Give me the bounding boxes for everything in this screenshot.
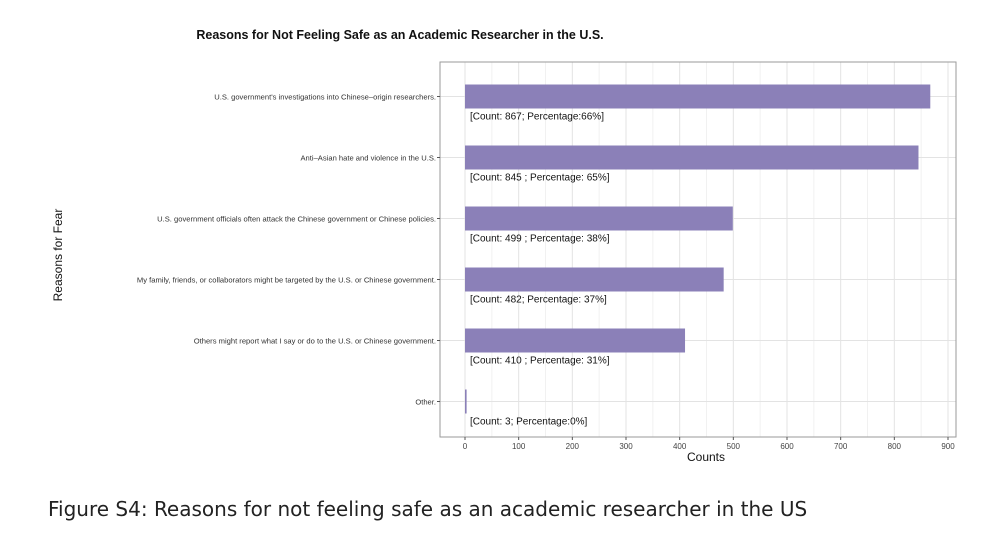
x-tick-label: 300 (619, 442, 633, 451)
y-tick-label: U.S. government's investigations into Ch… (214, 93, 436, 102)
bar (465, 84, 931, 109)
bar (465, 328, 686, 353)
x-tick-label: 100 (512, 442, 526, 451)
y-tick-label: Anti–Asian hate and violence in the U.S. (300, 154, 436, 163)
x-tick-label: 400 (673, 442, 687, 451)
bar-label: [Count: 845 ; Percentage: 65%] (470, 173, 610, 184)
grid-lines (440, 62, 956, 437)
bar-label: [Count: 867; Percentage:66%] (470, 112, 604, 123)
y-axis-label: Reasons for Fear (51, 209, 65, 302)
figure-caption: Figure S4: Reasons for not feeling safe … (48, 497, 808, 521)
y-tick-label: Others might report what I say or do to … (194, 337, 436, 346)
x-tick-label: 500 (727, 442, 741, 451)
bar-label: [Count: 410 ; Percentage: 31%] (470, 356, 610, 367)
bar-label: [Count: 3; Percentage:0%] (470, 417, 588, 428)
x-tick-label: 700 (834, 442, 848, 451)
y-tick-label: Other. (415, 398, 436, 407)
plot-panel (439, 61, 957, 438)
y-axis-categories: U.S. government's investigations into Ch… (137, 93, 440, 407)
x-tick-label: 900 (941, 442, 955, 451)
bar (465, 206, 733, 231)
x-tick-label: 800 (888, 442, 902, 451)
y-tick-label: U.S. government officials often attack t… (157, 215, 436, 224)
chart-title: Reasons for Not Feeling Safe as an Acade… (196, 28, 603, 42)
y-tick-label: My family, friends, or collaborators mig… (137, 276, 436, 285)
x-axis-ticks: 0 100 200 300 400 500 600 700 800 900 (463, 437, 955, 451)
bar-annotations: [Count: 867; Percentage:66%] [Count: 845 … (470, 112, 610, 428)
x-tick-label: 0 (463, 442, 468, 451)
x-axis-label: Counts (687, 450, 725, 464)
bar (465, 267, 724, 292)
bar-label: [Count: 482; Percentage: 37%] (470, 295, 607, 306)
x-tick-label: 600 (780, 442, 794, 451)
bar (465, 145, 919, 170)
bars (465, 84, 931, 414)
bar (465, 389, 467, 414)
bar-label: [Count: 499 ; Percentage: 38%] (470, 234, 610, 245)
bar-chart: [Count: 867; Percentage:66%] [Count: 845 … (51, 28, 957, 464)
x-tick-label: 200 (566, 442, 580, 451)
